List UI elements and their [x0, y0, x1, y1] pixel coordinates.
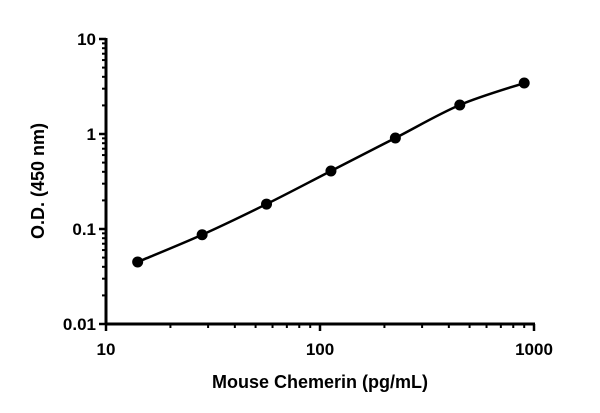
- y-axis-title: O.D. (450 nm): [28, 123, 48, 239]
- x-axis-tick-labels: 10 100 1000: [97, 340, 553, 359]
- data-point-marker: [132, 256, 144, 268]
- data-point-marker: [325, 165, 337, 177]
- x-axis-title: Mouse Chemerin (pg/mL): [212, 372, 428, 392]
- y-tick-label: 0.1: [72, 220, 96, 239]
- y-axis-tick-labels: 0.01 0.1 1 10: [63, 30, 96, 334]
- x-tick-label: 1000: [515, 340, 553, 359]
- data-point-marker: [196, 229, 208, 241]
- data-point-marker: [261, 198, 273, 210]
- x-tick-label: 10: [97, 340, 116, 359]
- x-tick-label: 100: [306, 340, 334, 359]
- data-point-marker: [518, 77, 530, 89]
- y-tick-label: 0.01: [63, 315, 96, 334]
- data-point-marker: [389, 132, 401, 144]
- data-point-marker: [454, 99, 466, 111]
- y-tick-label: 1: [87, 125, 96, 144]
- y-tick-label: 10: [77, 30, 96, 49]
- data-points: [132, 77, 530, 268]
